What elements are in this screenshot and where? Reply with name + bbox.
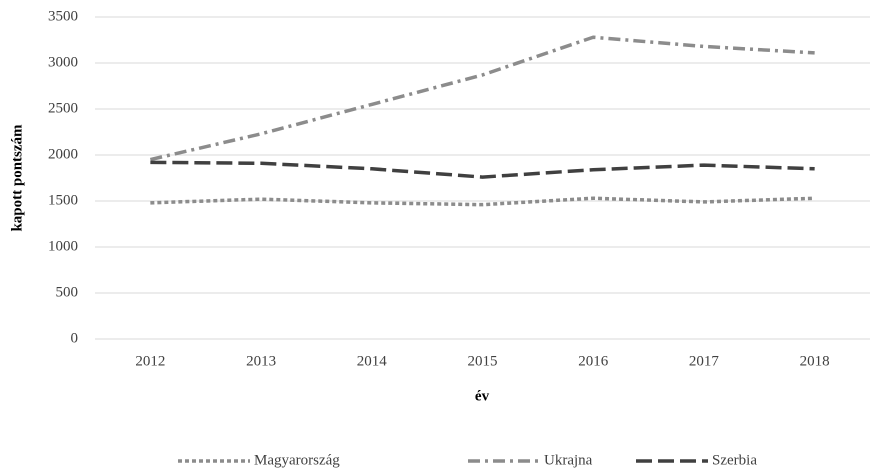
x-tick-label: 2012 [135,353,165,369]
series-line [150,160,815,179]
y-tick-label: 0 [71,330,79,346]
x-axis-label: év [475,388,490,404]
legend-label: Ukrajna [544,452,593,468]
series-line [149,35,815,162]
y-tick-label: 500 [56,284,79,300]
y-tick-label: 3000 [48,54,78,70]
series-line [150,196,815,207]
legend-label: Szerbia [712,452,757,468]
legend-label: Magyarország [254,452,340,468]
y-tick-label: 1000 [48,238,78,254]
x-tick-label: 2013 [246,353,276,369]
y-axis-label: kapott pontszám [9,124,25,232]
y-tick-label: 1500 [48,192,78,208]
y-tick-label: 2000 [48,146,78,162]
y-tick-label: 3500 [48,8,78,24]
x-tick-label: 2018 [800,353,830,369]
x-tick-label: 2017 [689,353,720,369]
x-tick-label: 2015 [468,353,498,369]
y-tick-label: 2500 [48,100,78,116]
x-tick-label: 2014 [357,353,388,369]
x-tick-label: 2016 [578,353,609,369]
